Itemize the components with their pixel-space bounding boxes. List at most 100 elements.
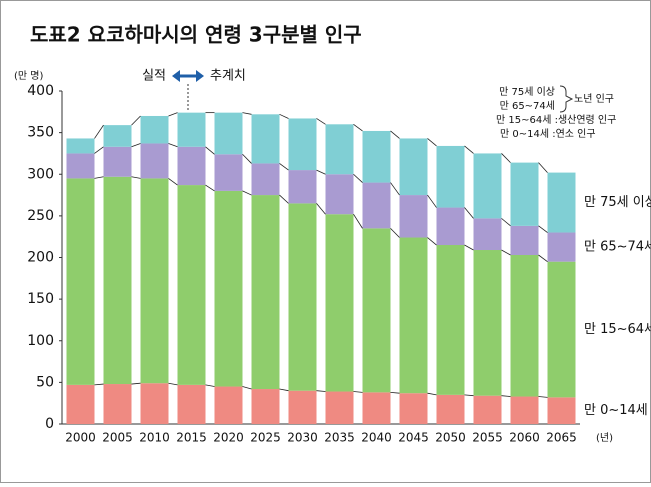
bar-segment <box>103 176 132 385</box>
connector <box>242 153 252 164</box>
bar-segment <box>140 143 169 179</box>
bar-segment <box>547 232 576 262</box>
bar-segment <box>399 138 428 196</box>
y-tick-label: 200 <box>27 250 54 266</box>
x-tick-label: 2050 <box>435 431 466 445</box>
x-tick-label: 2060 <box>509 431 540 445</box>
connector <box>94 146 104 154</box>
bar-segment <box>399 237 428 394</box>
connector <box>279 388 289 392</box>
connector <box>464 145 474 154</box>
bar-segment <box>140 178 169 384</box>
bar-segment <box>288 390 317 424</box>
connector <box>205 384 215 387</box>
connector <box>242 386 252 390</box>
bar-segment <box>510 396 539 424</box>
connector <box>94 383 104 386</box>
x-tick-label: 2045 <box>398 431 429 445</box>
bar-segment <box>251 163 280 196</box>
connector <box>538 225 548 233</box>
x-tick-label: 2035 <box>324 431 355 445</box>
connector <box>501 218 511 227</box>
connector <box>390 391 400 394</box>
connector <box>279 163 289 171</box>
bar-segment <box>325 214 354 392</box>
x-axis-label: (년) <box>596 432 613 444</box>
y-tick-label: 0 <box>45 416 54 432</box>
x-tick-label: 2000 <box>65 431 96 445</box>
connector <box>168 143 178 148</box>
bar-segment <box>510 162 539 226</box>
connector <box>242 190 252 196</box>
bar-segment <box>547 397 576 424</box>
connector <box>390 182 400 196</box>
connector <box>464 394 474 397</box>
bar-segment <box>140 115 169 144</box>
connector <box>242 112 252 115</box>
bar-segment <box>140 383 169 424</box>
bar-segment <box>288 170 317 204</box>
connector <box>316 390 326 392</box>
bar-segment <box>214 154 243 191</box>
legend-note: 만 75세 이상 <box>499 86 555 98</box>
x-tick-label: 2020 <box>213 431 244 445</box>
bar-segment <box>510 255 539 397</box>
bar-segment <box>362 130 391 183</box>
bar-segment <box>473 153 502 219</box>
connector <box>316 203 326 215</box>
connector <box>501 153 511 163</box>
bar-segment <box>325 124 354 175</box>
bar-segment <box>177 112 206 147</box>
chart-title: 도표2 요코하마시의 연령 3구분별 인구 <box>30 23 362 47</box>
x-tick-label: 2010 <box>139 431 170 445</box>
connector <box>427 237 437 246</box>
connector <box>279 113 289 119</box>
y-axis-label: (만 명) <box>14 70 43 82</box>
connector <box>427 392 437 396</box>
bar-segment <box>325 174 354 215</box>
connector <box>390 228 400 238</box>
y-tick-label: 100 <box>27 333 54 349</box>
connector <box>501 395 511 397</box>
bar-segment <box>103 146 132 177</box>
bar-segment <box>325 391 354 424</box>
arrow <box>172 70 204 82</box>
connector <box>427 138 437 147</box>
bar-segment <box>177 185 206 385</box>
bar-segment <box>473 250 502 396</box>
connector <box>131 115 141 126</box>
legend-note: 만 15~64세 :생산연령 인구 <box>496 114 616 126</box>
legend-label: 만 15~64세 <box>584 322 651 337</box>
connector <box>501 249 511 256</box>
connector <box>353 173 363 183</box>
bar-segment <box>66 178 95 385</box>
annotation: 추계치 <box>210 69 246 84</box>
bar-segment <box>66 153 95 179</box>
connector <box>538 396 548 398</box>
connector <box>131 143 141 148</box>
connector <box>316 118 326 125</box>
legend-label: 만 65~74세 <box>584 240 651 255</box>
bar-segment <box>473 218 502 251</box>
x-tick-label: 2005 <box>102 431 133 445</box>
bar-segment <box>251 114 280 164</box>
bar-segment <box>436 207 465 246</box>
bar-segment <box>251 389 280 424</box>
bar-segment <box>510 225 539 256</box>
bar-segment <box>251 195 280 390</box>
bar-segment <box>362 228 391 393</box>
connector <box>316 169 326 175</box>
connector <box>353 123 363 132</box>
bar-segment <box>214 112 243 155</box>
connector <box>538 254 548 262</box>
bar-segment <box>288 118 317 171</box>
connector <box>279 194 289 204</box>
bar-segment <box>103 384 132 424</box>
bar-segment <box>177 384 206 424</box>
bar-segment <box>214 190 243 387</box>
annotation: 실적 <box>142 69 166 84</box>
bar-segment <box>288 203 317 391</box>
connector <box>168 112 178 117</box>
bar-segment <box>399 195 428 238</box>
